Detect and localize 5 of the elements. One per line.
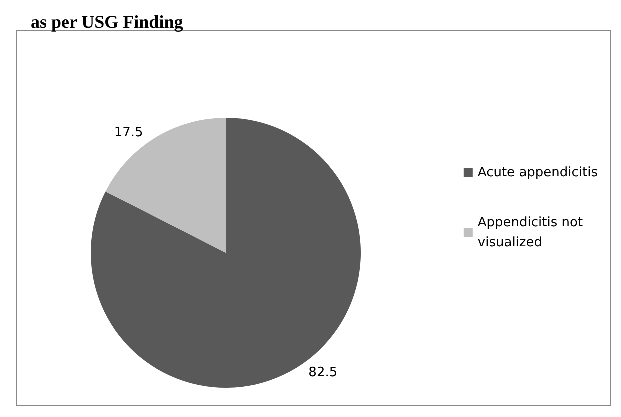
data-label: 17.5 xyxy=(114,125,144,140)
data-label: 82.5 xyxy=(308,366,338,381)
legend-label: Appendicitis not visualized xyxy=(478,216,584,250)
legend-label: Acute appendicitis xyxy=(478,166,598,180)
chart-title: as per USG Finding xyxy=(31,12,184,32)
